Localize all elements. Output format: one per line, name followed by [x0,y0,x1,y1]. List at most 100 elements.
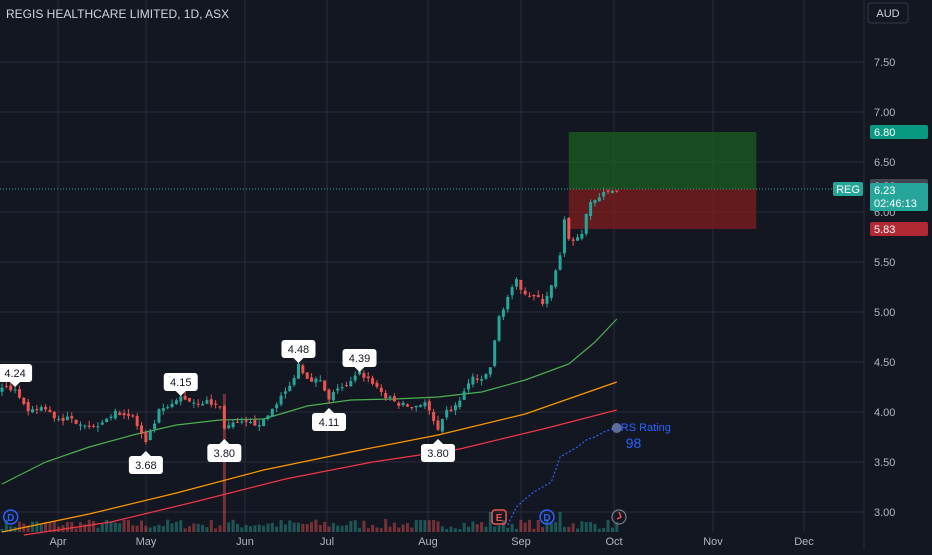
volume-bar [222,394,226,532]
volume-bar [497,525,501,532]
volume-bar [218,525,222,532]
currency-label[interactable]: AUD [876,8,899,20]
volume-bar [314,519,318,532]
volume-bar [462,522,466,532]
volume-bar [475,524,479,532]
month-tick-label: Jul [320,536,334,548]
stop-price-badge-text: 5.83 [874,224,895,236]
candle-body [240,421,244,423]
candle-body [554,270,558,287]
volume-bar [288,520,292,532]
volume-bar [92,520,96,532]
candle-body [118,412,122,415]
candle-body [384,392,388,399]
symbol-title[interactable]: REGIS HEALTHCARE LIMITED, 1D, ASX [6,7,229,21]
volume-bar [70,522,74,532]
candle-body [528,295,532,297]
candle-body [61,417,65,421]
candle-body [615,190,619,192]
candle-body [157,409,161,423]
candle-body [340,387,344,389]
volume-bar [283,524,287,532]
candle-body [161,408,165,411]
candle-body [336,388,340,391]
volume-bar [602,527,606,532]
candle-body [113,410,117,419]
month-tick-label: Apr [49,536,66,548]
volume-bar [571,523,575,532]
price-annotation-box [312,413,346,431]
volume-bar [131,525,135,532]
volume-bar [100,523,104,532]
candle-body [519,279,523,290]
candle-body [17,389,21,398]
candle-body [571,239,575,241]
candle-body [493,340,497,366]
last-price-badge-text: 02:46:13 [874,198,917,210]
price-annotation-pointer [10,382,21,387]
candle-body [249,421,253,424]
volume-bar [74,528,78,532]
target-zone [568,132,757,189]
volume-bar [157,524,161,532]
price-annotation-pointer [354,367,365,372]
candle-body [484,374,488,379]
volume-bar [353,520,357,532]
volume-bar [205,527,209,532]
last-price-badge [870,183,928,211]
volume-bar [366,528,370,532]
candle-body [205,400,209,404]
volume-bar [0,528,4,532]
volume-bar [148,527,152,532]
last-price-badge-text: 6.23 [874,185,895,197]
currency-box[interactable] [867,2,909,24]
volume-bar [562,526,566,532]
volume-bar [375,527,379,532]
candle-body [96,426,100,428]
volume-bar [126,519,130,532]
candle-body [580,233,584,239]
candle-body [584,214,588,234]
price-axis[interactable]: 3.003.504.004.505.005.506.006.507.007.50 [874,57,895,519]
earnings-marker [491,509,507,525]
volume-bar [397,527,401,532]
price-tick-label: 6.50 [874,157,895,169]
stop-zone [568,189,757,229]
candle-body [22,397,26,404]
volume-bar [610,527,614,532]
volume-bar [541,527,545,532]
volume-bar [589,521,593,532]
candle-body [288,385,292,391]
candle-body [576,237,580,241]
volume-bar [445,528,449,532]
candle-body [401,402,405,406]
candle-body [318,380,322,382]
candle-body [0,387,4,392]
volume-bar [65,521,69,532]
candle-body [296,363,300,379]
candle-body [218,406,222,408]
time-axis[interactable]: Apr May Jun Jul Aug Sep Oct Nov Dec [49,536,814,548]
volume-bar [484,526,488,532]
candle-body [323,380,327,391]
month-tick-label: Jun [236,536,254,548]
volume-bar [371,524,375,532]
price-tick-label: 7.00 [874,107,895,119]
volume-bar [4,519,8,532]
volume-bar [87,519,91,532]
candle-body [597,197,601,202]
volume-bar [17,521,21,532]
candle-body [70,416,74,419]
volume-bar [501,520,505,532]
dividend-marker [2,509,19,525]
volume-bar [44,522,48,532]
candle-body [214,403,218,405]
price-annotation-label: 4.15 [170,377,191,389]
volume-bar [414,519,418,532]
volume-bar [305,523,309,532]
volume-bar [471,521,475,532]
candle-body [331,392,335,401]
